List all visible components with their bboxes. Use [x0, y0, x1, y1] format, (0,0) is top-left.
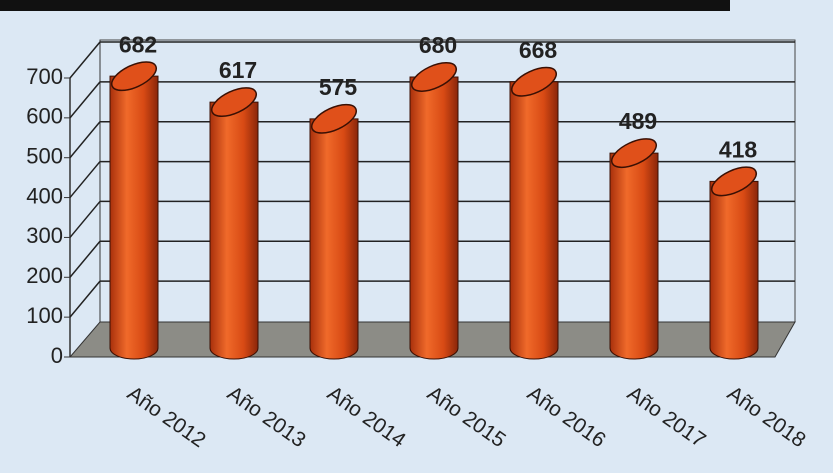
y-tick-label: 400 [26, 183, 63, 208]
grid-line [69, 240, 101, 278]
bar [509, 66, 559, 360]
x-tick-label: Año 2015 [423, 382, 510, 452]
bar [209, 87, 259, 360]
bar-part [609, 152, 659, 360]
x-tick-label: Año 2013 [223, 382, 310, 452]
value-label: 680 [419, 32, 457, 58]
bar [409, 61, 459, 360]
bar-part [711, 166, 757, 197]
bar-part [111, 61, 157, 92]
value-label: 489 [619, 108, 657, 134]
value-label: 682 [119, 31, 157, 57]
value-label: 668 [519, 37, 558, 63]
bar-part [309, 118, 359, 360]
value-label: 575 [319, 74, 358, 100]
bar [109, 61, 159, 360]
bar-part [509, 81, 559, 360]
grid-line [69, 161, 101, 199]
y-tick-label: 300 [26, 223, 63, 248]
grid-line [69, 280, 101, 318]
y-tick-label: 0 [51, 343, 63, 368]
bar-part [411, 61, 457, 92]
grid-line [69, 81, 101, 119]
value-label: 617 [219, 57, 257, 83]
bar-part [709, 180, 759, 360]
x-tick-label: Año 2014 [323, 382, 410, 453]
grid-line [69, 41, 101, 79]
y-tick-label: 500 [26, 144, 63, 169]
bar-part [511, 66, 557, 97]
x-tick-label: Año 2016 [523, 382, 610, 452]
bar-part [209, 101, 259, 360]
bar [609, 138, 659, 360]
grid-line [69, 121, 101, 159]
y-tick-label: 700 [26, 64, 63, 89]
bar-part [409, 76, 459, 360]
bar-part [109, 75, 159, 360]
header-bar [0, 0, 730, 11]
bar [309, 103, 359, 360]
y-tick-label: 100 [26, 303, 63, 328]
y-tick-label: 200 [26, 263, 63, 288]
bar-part [611, 138, 657, 169]
bar [709, 166, 759, 360]
grid-line [69, 200, 101, 238]
bar-part [311, 103, 357, 134]
x-tick-label: Año 2017 [623, 382, 710, 452]
x-tick-label: Año 2018 [723, 382, 810, 452]
y-tick-label: 600 [26, 104, 63, 129]
x-tick-label: Año 2012 [123, 382, 210, 452]
bar-part [211, 87, 257, 118]
value-label: 418 [719, 136, 758, 162]
